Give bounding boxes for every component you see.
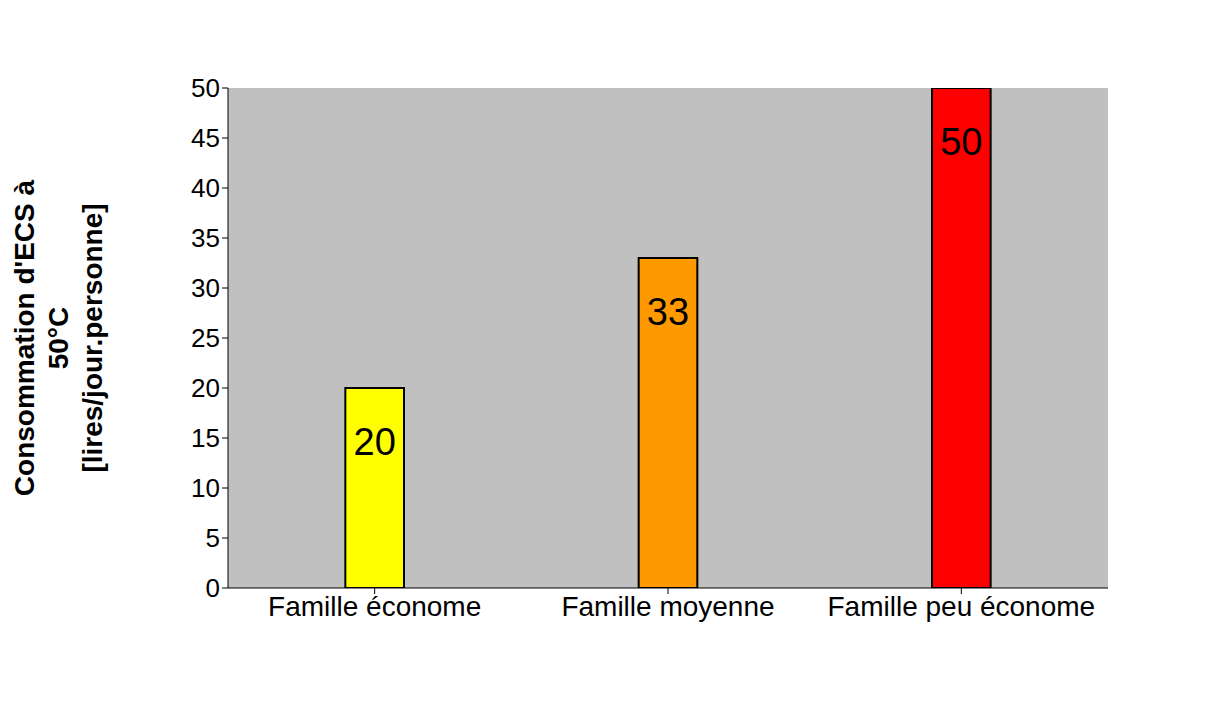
svg-text:40: 40 [191, 173, 220, 203]
svg-text:50: 50 [191, 73, 220, 103]
svg-text:20: 20 [354, 421, 396, 463]
svg-text:20: 20 [191, 373, 220, 403]
svg-text:33: 33 [647, 291, 689, 333]
svg-text:45: 45 [191, 123, 220, 153]
svg-text:Famille peu économe: Famille peu économe [827, 591, 1095, 622]
svg-text:50: 50 [940, 121, 982, 163]
svg-text:Consommation d'ECS à50°C[lires: Consommation d'ECS à50°C[lires/jour.pers… [9, 179, 108, 496]
svg-text:30: 30 [191, 273, 220, 303]
svg-text:25: 25 [191, 323, 220, 353]
svg-text:5: 5 [206, 523, 220, 553]
svg-text:Famille moyenne: Famille moyenne [561, 591, 774, 622]
svg-text:10: 10 [191, 473, 220, 503]
svg-text:15: 15 [191, 423, 220, 453]
svg-text:Famille économe: Famille économe [268, 591, 481, 622]
svg-text:0: 0 [206, 573, 220, 603]
svg-text:35: 35 [191, 223, 220, 253]
